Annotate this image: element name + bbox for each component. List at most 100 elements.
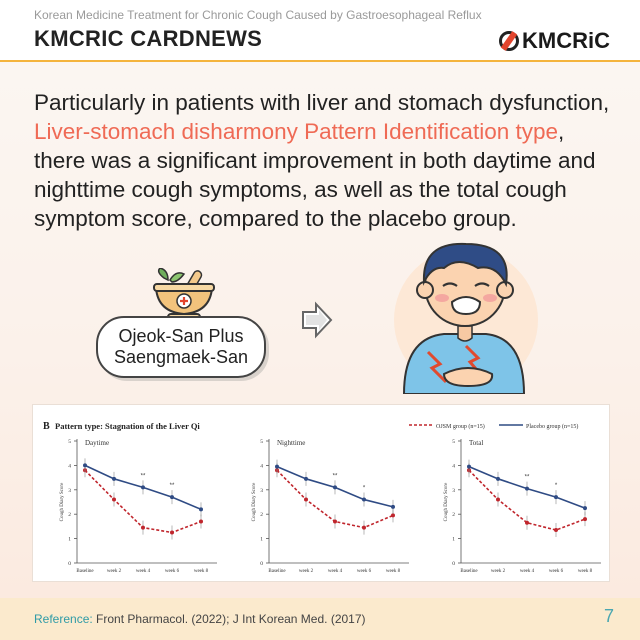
x-tick-label: Baseline: [268, 569, 286, 574]
y-axis-label: Cough Diary Score: [60, 482, 65, 521]
y-tick-label: 3: [260, 488, 263, 494]
reference: Reference: Front Pharmacol. (2022); J In…: [34, 612, 366, 626]
data-point: [112, 476, 116, 481]
y-tick-label: 5: [260, 439, 263, 445]
significance-marker: **: [170, 483, 175, 489]
y-tick-label: 0: [68, 561, 71, 567]
data-point: [83, 463, 87, 468]
data-point: [496, 497, 500, 502]
y-axis-label: Cough Diary Score: [252, 482, 257, 521]
data-point: [141, 485, 145, 490]
y-tick-label: 0: [452, 561, 455, 567]
reference-text: Front Pharmacol. (2022); J Int Korean Me…: [96, 612, 366, 626]
data-point: [112, 497, 116, 502]
footer: [0, 598, 640, 640]
data-point: [554, 495, 558, 500]
x-tick-label: week 4: [136, 569, 151, 574]
significance-marker: **: [141, 473, 146, 479]
y-tick-label: 1: [68, 537, 71, 543]
legend-placebo-label: Placebo group (n=15): [526, 423, 578, 430]
summary-part-1: Particularly in patients with liver and …: [34, 90, 610, 115]
legend-ojsm-label: OJSM group (n=15): [436, 423, 485, 430]
data-point: [141, 525, 145, 530]
data-point: [362, 497, 366, 502]
page-title: KMCRIC CARDNEWS: [34, 26, 263, 51]
cough-score-figure: B Pattern type: Stagnation of the Liver …: [43, 421, 601, 574]
x-tick-label: week 2: [491, 569, 506, 574]
chart-title: Daytime: [85, 439, 109, 447]
data-point: [583, 517, 587, 522]
page-number: 7: [603, 606, 614, 626]
y-tick-label: 1: [260, 537, 263, 543]
logo-text: KMCRiC: [522, 28, 610, 53]
x-tick-label: week 2: [107, 569, 122, 574]
summary-part-2: , there was a significant improvement in…: [34, 119, 596, 231]
chart-title: Total: [469, 439, 483, 447]
treatment-line-1: Ojeok-San Plus: [118, 326, 244, 346]
significance-marker: *: [555, 483, 558, 489]
chart-title: Nighttime: [277, 439, 305, 447]
data-point: [467, 464, 471, 469]
summary-text: Particularly in patients with liver and …: [34, 88, 614, 233]
x-tick-label: Baseline: [460, 569, 478, 574]
significance-marker: *: [363, 486, 366, 492]
x-tick-label: Baseline: [76, 569, 94, 574]
y-tick-label: 2: [452, 512, 455, 518]
x-tick-label: week 2: [299, 569, 314, 574]
logo-mark-icon: [499, 31, 519, 51]
data-point: [362, 525, 366, 530]
treatment-label: Ojeok-San Plus Saengmaek-San: [96, 316, 266, 378]
x-tick-label: week 8: [194, 569, 209, 574]
y-tick-label: 4: [260, 463, 263, 469]
data-point: [554, 528, 558, 533]
y-tick-label: 4: [452, 463, 455, 469]
data-point: [333, 519, 337, 524]
treatment-line-2: Saengmaek-San: [113, 347, 249, 367]
data-point: [583, 506, 587, 511]
y-axis-label: Cough Diary Score: [444, 482, 449, 521]
data-point: [391, 513, 395, 518]
data-point: [304, 497, 308, 502]
data-point: [525, 486, 529, 491]
x-tick-label: week 8: [578, 569, 593, 574]
data-point: [170, 495, 174, 500]
data-point: [199, 519, 203, 524]
y-tick-label: 4: [68, 463, 71, 469]
summary-highlight: Liver-stomach disharmony Pattern Identif…: [34, 119, 559, 144]
y-tick-label: 3: [452, 488, 455, 494]
series-subtitle: Korean Medicine Treatment for Chronic Co…: [34, 8, 482, 22]
x-tick-label: week 6: [549, 569, 564, 574]
x-tick-label: week 8: [386, 569, 401, 574]
x-tick-label: week 6: [165, 569, 180, 574]
panel-letter: B: [43, 421, 50, 432]
figure-title: Pattern type: Stagnation of the Liver Qi: [55, 421, 200, 431]
series-line: [468, 469, 586, 531]
significance-marker: **: [525, 475, 530, 481]
data-point: [391, 504, 395, 509]
data-point: [170, 530, 174, 535]
figure-legend: OJSM group (n=15) Placebo group (n=15): [409, 423, 578, 430]
y-tick-label: 1: [452, 537, 455, 543]
x-tick-label: week 6: [357, 569, 372, 574]
data-point: [333, 485, 337, 490]
x-tick-label: week 4: [520, 569, 535, 574]
header-divider: [0, 60, 640, 62]
header: Korean Medicine Treatment for Chronic Co…: [0, 0, 640, 62]
y-tick-label: 0: [260, 561, 263, 567]
reference-label: Reference:: [34, 612, 93, 626]
data-point: [304, 476, 308, 481]
coughing-boy-illustration: [394, 242, 538, 394]
significance-marker: **: [333, 473, 338, 479]
y-tick-label: 3: [68, 488, 71, 494]
data-point: [275, 464, 279, 469]
data-point: [525, 520, 529, 525]
y-tick-label: 2: [260, 512, 263, 518]
chart-panel: B Pattern type: Stagnation of the Liver …: [32, 404, 610, 582]
x-tick-label: week 4: [328, 569, 343, 574]
data-point: [199, 507, 203, 512]
data-point: [496, 476, 500, 481]
y-tick-label: 5: [452, 439, 455, 445]
kmcric-logo: KMCRiC: [499, 28, 610, 54]
y-tick-label: 5: [68, 439, 71, 445]
right-arrow-icon: [302, 301, 333, 339]
